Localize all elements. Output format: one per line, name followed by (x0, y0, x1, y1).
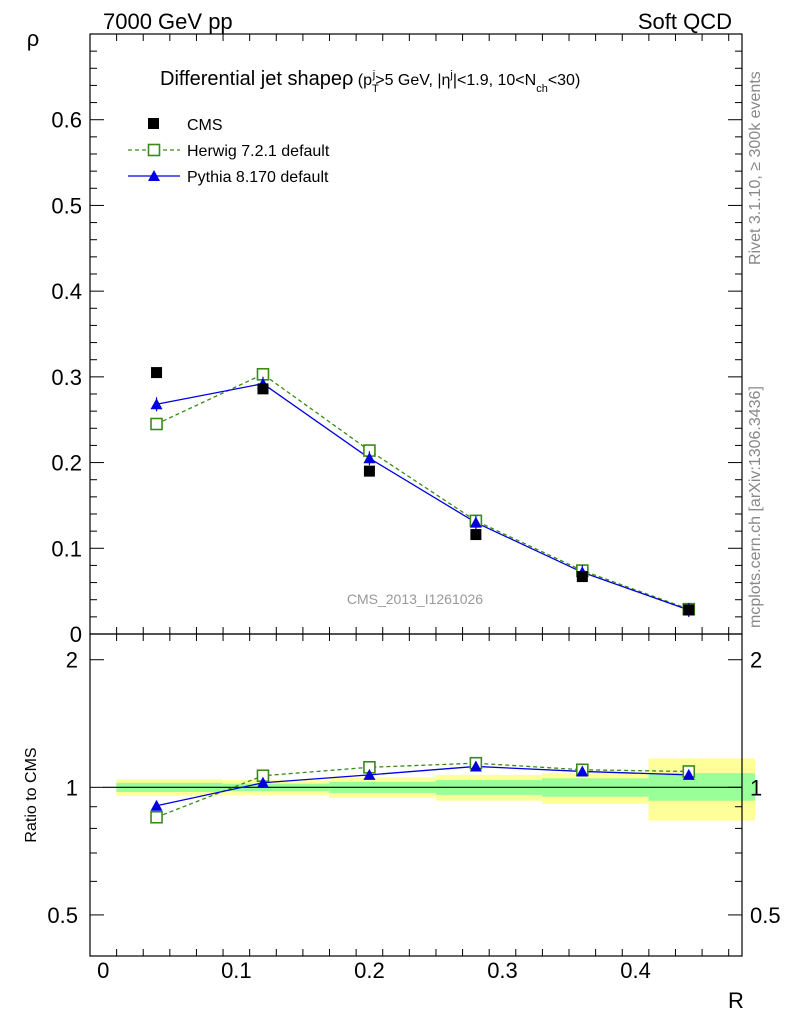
pythia-ratio-point (150, 799, 163, 811)
rivet-label: Rivet 3.1.10, ≥ 300k events (747, 71, 764, 265)
herwig-point (150, 417, 163, 431)
ratio-panel-frame (89, 633, 743, 957)
chart-title: Differential jet shapeρ (pTj>5 GeV, |ηj|… (160, 68, 580, 95)
ratio-y-tick-label: 0.5 (47, 903, 78, 928)
cms-point (363, 465, 375, 477)
ratio-y-tick-label: 1 (66, 775, 78, 800)
pythia-ratio-point (256, 776, 269, 788)
pythia-ratio-point (576, 765, 589, 777)
legend-herwig-marker (147, 143, 161, 157)
y-tick-label: 0.6 (51, 108, 82, 133)
y-tick-label: 0 (70, 622, 82, 647)
pythia-ratio-point (469, 760, 482, 772)
x-tick-label: 0.3 (487, 958, 518, 983)
header-left: 7000 GeV pp (103, 9, 233, 34)
pythia-ratio-point (682, 768, 695, 780)
ratio-y-tick-label: 0.5 (750, 903, 781, 928)
y-tick-label: 0.4 (51, 279, 82, 304)
header-right: Soft QCD (638, 9, 732, 34)
cms-point (257, 383, 269, 395)
ratio-y-axis-label: Ratio to CMS (23, 747, 40, 842)
legend-cms-label: CMS (187, 117, 223, 134)
x-tick-label: 0.4 (620, 958, 651, 983)
mcplots-label: mcplots.cern.ch [arXiv:1306.3436] (747, 386, 764, 628)
legend-cms-marker (148, 118, 159, 129)
pythia-point (469, 516, 482, 528)
x-tick-label: 0 (97, 958, 109, 983)
legend-herwig-label: Herwig 7.2.1 default (187, 143, 330, 160)
pythia-line (156, 383, 689, 611)
legend-pythia-marker (148, 170, 160, 181)
ratio-y-tick-label: 2 (66, 648, 78, 673)
herwig-line (156, 373, 689, 610)
legend-pythia-label: Pythia 8.170 default (187, 169, 329, 186)
x-tick-label: 0.2 (354, 958, 385, 983)
y-axis-label: ρ (27, 26, 40, 51)
watermark: CMS_2013_I1261026 (347, 591, 483, 607)
pythia-point (150, 398, 163, 410)
cms-point (151, 367, 163, 379)
herwig-ratio-point (150, 810, 163, 824)
x-tick-label: 0.1 (221, 958, 252, 983)
pythia-ratio-point (363, 768, 376, 780)
x-axis-label: R (728, 988, 744, 1013)
herwig-ratio-line (156, 762, 689, 818)
pythia-point (363, 452, 376, 464)
cms-point (470, 529, 482, 541)
y-tick-label: 0.2 (51, 451, 82, 476)
ratio-y-tick-label: 2 (750, 648, 762, 673)
y-tick-label: 0.5 (51, 193, 82, 218)
cms-point (576, 571, 588, 583)
y-tick-label: 0.1 (51, 536, 82, 561)
ratio-panel: Ratio to CMS 0.5 0.5 1 1 2 2 (23, 633, 781, 957)
cms-point (683, 604, 695, 616)
pythia-ratio-line (156, 765, 689, 807)
ratio-y-tick-label: 1 (750, 775, 762, 800)
main-panel: Differential jet shapeρ (pTj>5 GeV, |ηj|… (27, 26, 743, 647)
y-tick-label: 0.3 (51, 365, 82, 390)
legend: CMS Herwig 7.2.1 default Pythia 8.170 de… (128, 117, 330, 186)
